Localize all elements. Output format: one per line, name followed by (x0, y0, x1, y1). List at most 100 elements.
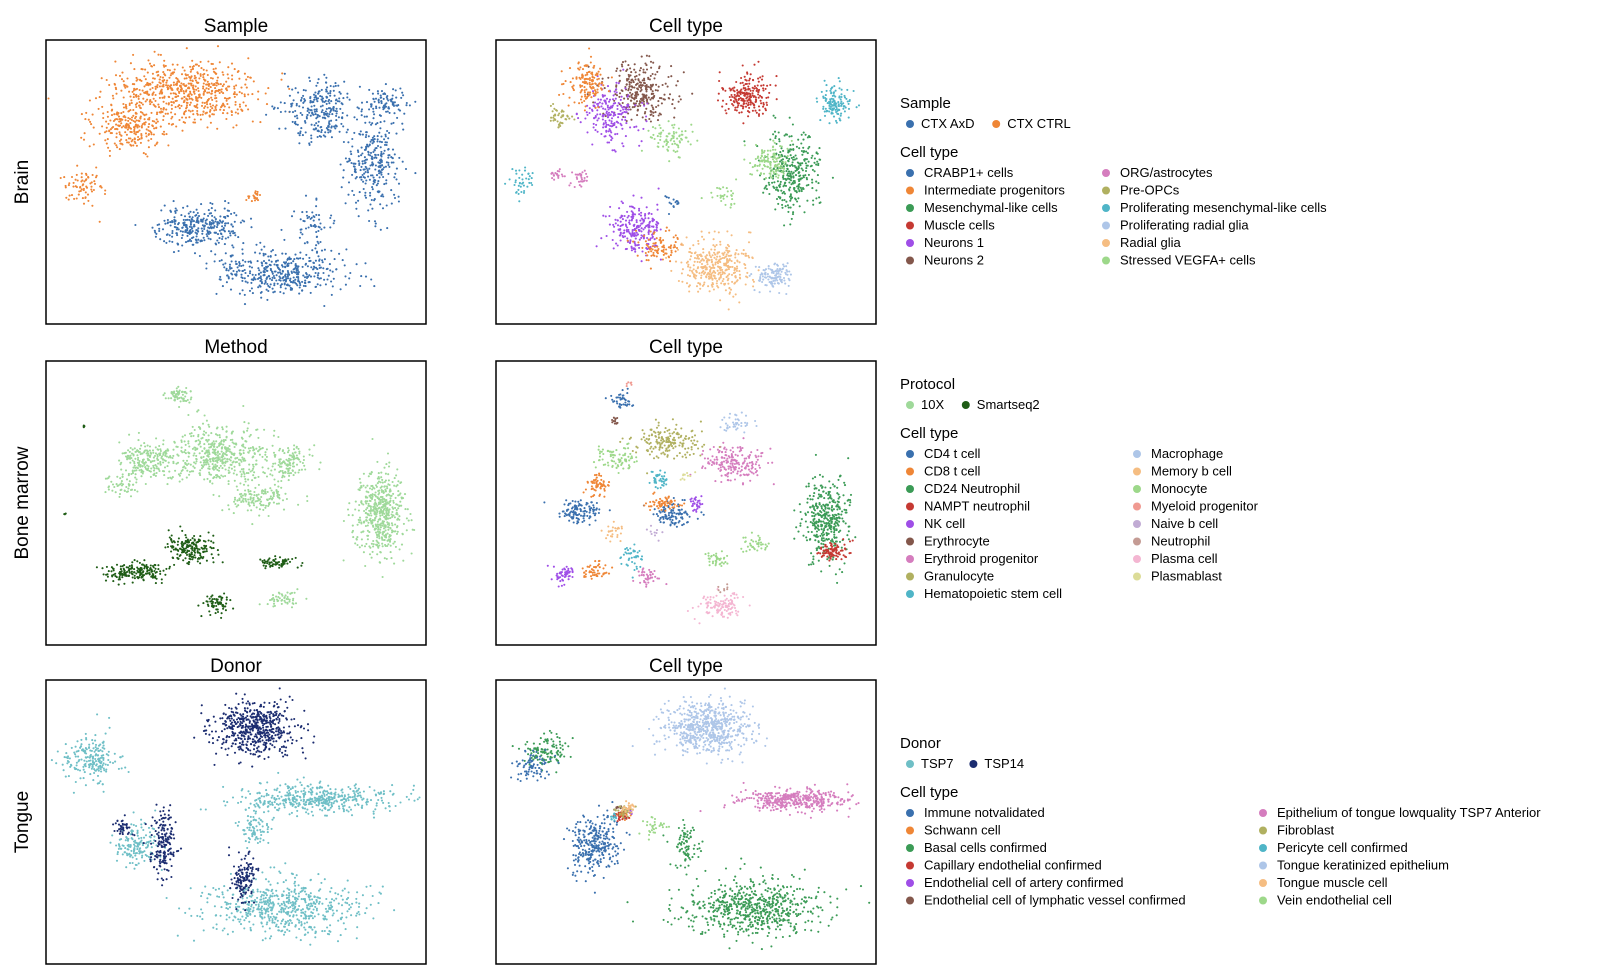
data-point (360, 108, 364, 111)
data-point (360, 110, 363, 113)
data-point (610, 76, 613, 79)
data-point (332, 107, 335, 111)
data-point (790, 139, 793, 142)
data-point (374, 168, 377, 171)
data-point (804, 133, 807, 136)
data-point (787, 206, 790, 209)
data-point (708, 290, 711, 293)
data-point (125, 107, 128, 110)
data-point (284, 287, 287, 290)
data-point (130, 144, 133, 147)
data-point (197, 214, 201, 218)
data-point (754, 265, 757, 268)
data-point (762, 278, 765, 281)
data-point (316, 100, 319, 103)
data-point (614, 93, 617, 96)
data-point (818, 196, 821, 199)
data-point (813, 157, 816, 160)
data-point (209, 121, 212, 124)
data-point (205, 218, 208, 221)
data-point (775, 157, 778, 161)
data-point (171, 63, 174, 66)
data-point (230, 62, 234, 65)
data-point (736, 101, 739, 104)
data-point (674, 260, 678, 263)
data-point (293, 115, 297, 118)
data-point (133, 138, 136, 141)
data-point (366, 169, 369, 172)
data-point (646, 244, 649, 247)
data-point (267, 255, 270, 258)
data-point (772, 270, 775, 273)
data-point (193, 92, 196, 95)
data-point (783, 224, 786, 227)
data-point (803, 159, 806, 162)
data-point (606, 106, 609, 109)
data-point (580, 185, 583, 188)
data-point (115, 132, 118, 135)
data-point (712, 238, 715, 241)
data-point (274, 270, 277, 273)
data-point (650, 250, 653, 253)
data-point (132, 96, 135, 99)
data-point (388, 461, 391, 464)
data-point (751, 109, 754, 112)
data-point (786, 273, 789, 276)
data-point (235, 214, 238, 217)
data-point (577, 180, 581, 183)
data-point (727, 107, 730, 110)
data-point (626, 226, 629, 229)
data-point (229, 232, 232, 235)
data-point (70, 175, 74, 179)
data-point (842, 105, 845, 108)
data-point (672, 130, 675, 134)
data-point (180, 236, 183, 240)
data-point (377, 99, 380, 102)
data-point (194, 238, 197, 241)
data-point (628, 205, 632, 208)
data-point (594, 94, 597, 97)
data-point (653, 238, 656, 241)
data-point (375, 105, 378, 108)
data-point (624, 135, 627, 138)
data-point (324, 99, 327, 102)
data-point (213, 225, 216, 228)
data-point (609, 205, 612, 208)
data-point (82, 202, 86, 205)
data-point (748, 256, 751, 259)
data-point (132, 53, 135, 56)
data-point (290, 215, 294, 218)
data-point (781, 203, 784, 206)
data-point (211, 214, 214, 217)
data-point (126, 77, 129, 80)
data-point (606, 104, 609, 107)
data-point (819, 158, 822, 161)
data-point (128, 102, 131, 105)
data-point (295, 114, 298, 117)
data-point (764, 271, 767, 274)
data-point (170, 117, 173, 120)
data-point (194, 79, 197, 82)
data-point (627, 87, 630, 90)
data-point (385, 143, 388, 147)
data-point (839, 102, 842, 105)
data-point (259, 271, 262, 274)
data-point (90, 185, 93, 188)
data-point (377, 101, 380, 104)
data-point (577, 62, 580, 65)
data-point (662, 248, 665, 251)
data-point (165, 133, 168, 136)
data-point (233, 93, 236, 96)
data-point (100, 77, 103, 80)
data-point (736, 89, 739, 92)
data-point (640, 88, 643, 91)
data-point (225, 281, 228, 284)
data-point (748, 87, 751, 91)
data-point (357, 155, 360, 158)
data-point (636, 224, 640, 227)
data-point (278, 271, 282, 274)
data-point (204, 90, 207, 93)
data-point (593, 116, 596, 120)
data-point (633, 105, 636, 108)
data-point (206, 98, 209, 102)
